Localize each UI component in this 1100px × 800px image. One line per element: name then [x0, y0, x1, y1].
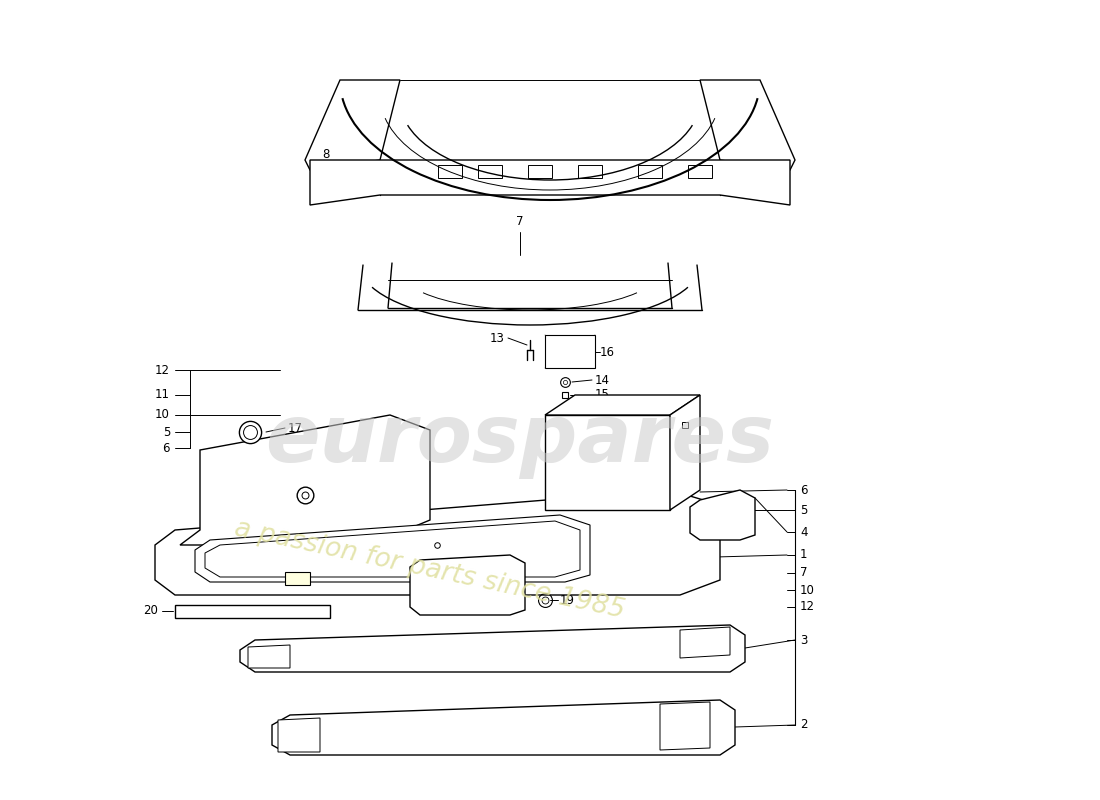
- Polygon shape: [285, 572, 310, 585]
- Text: 8: 8: [322, 149, 330, 162]
- Polygon shape: [690, 490, 755, 540]
- Text: 7: 7: [800, 566, 807, 579]
- Polygon shape: [410, 555, 525, 615]
- Polygon shape: [310, 160, 790, 205]
- Polygon shape: [544, 335, 595, 368]
- Text: 17: 17: [288, 422, 302, 434]
- Text: 6: 6: [800, 483, 807, 497]
- Text: a passion for parts since 1985: a passion for parts since 1985: [232, 516, 627, 624]
- Polygon shape: [272, 700, 735, 755]
- Text: 12: 12: [800, 601, 815, 614]
- Polygon shape: [660, 702, 710, 750]
- Text: 7: 7: [516, 215, 524, 228]
- Text: 16: 16: [600, 346, 615, 358]
- Polygon shape: [544, 415, 670, 510]
- Text: 12: 12: [155, 363, 170, 377]
- Text: 3: 3: [800, 634, 807, 646]
- Text: 2: 2: [800, 718, 807, 731]
- Polygon shape: [240, 625, 745, 672]
- Polygon shape: [205, 521, 580, 577]
- Polygon shape: [278, 718, 320, 752]
- Polygon shape: [248, 645, 290, 668]
- Text: 20: 20: [143, 605, 158, 618]
- Text: 5: 5: [163, 426, 170, 438]
- Text: 22: 22: [250, 571, 265, 585]
- Polygon shape: [195, 515, 590, 582]
- Text: 18: 18: [388, 549, 403, 562]
- Text: 13: 13: [491, 331, 505, 345]
- Text: 23: 23: [412, 505, 428, 518]
- Text: 14: 14: [595, 374, 610, 386]
- Polygon shape: [155, 490, 720, 595]
- Text: 15: 15: [595, 389, 609, 402]
- Text: 10: 10: [155, 409, 170, 422]
- Text: 1: 1: [800, 549, 807, 562]
- Polygon shape: [175, 605, 330, 618]
- Text: 6: 6: [163, 442, 170, 454]
- Text: 11: 11: [155, 389, 170, 402]
- Polygon shape: [180, 415, 430, 545]
- Text: eurospares: eurospares: [265, 401, 774, 479]
- Polygon shape: [700, 80, 795, 170]
- Text: 10: 10: [800, 583, 815, 597]
- Text: 5: 5: [800, 503, 807, 517]
- Polygon shape: [305, 80, 400, 170]
- Text: 4: 4: [800, 526, 807, 538]
- Text: 19: 19: [560, 594, 575, 606]
- Text: 21: 21: [318, 536, 332, 549]
- Polygon shape: [670, 395, 700, 510]
- Polygon shape: [680, 627, 730, 658]
- Polygon shape: [544, 395, 700, 415]
